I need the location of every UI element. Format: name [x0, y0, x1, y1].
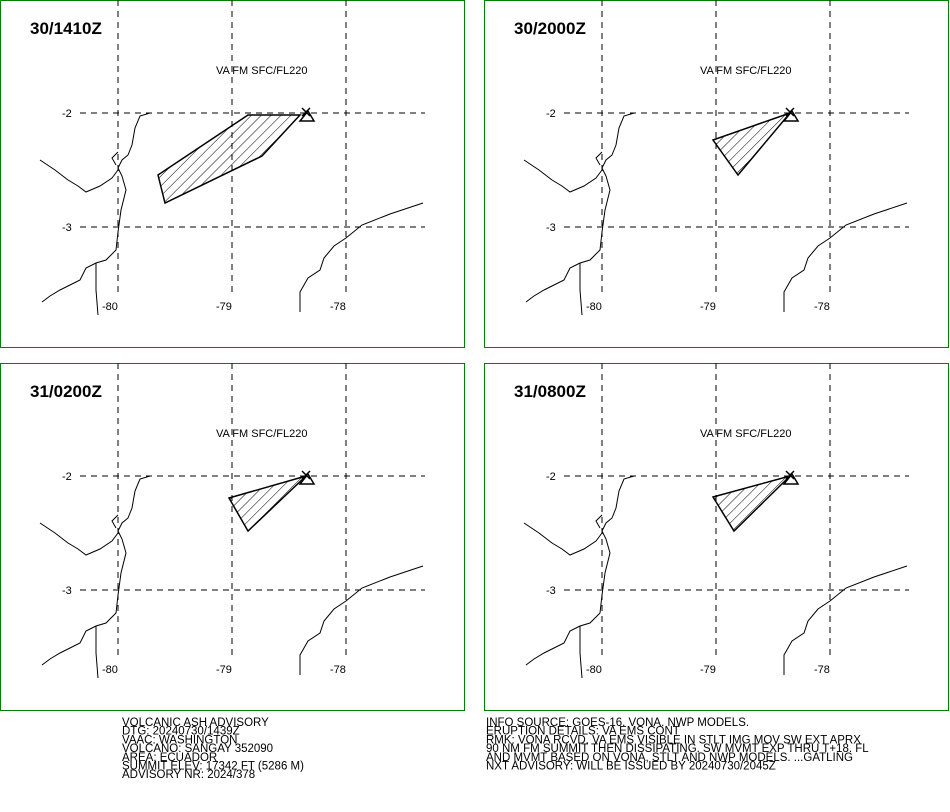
layer-label: VA FM SFC/FL220 — [216, 428, 308, 440]
advisory-line: NXT ADVISORY: WILL BE ISSUED BY 20240730… — [486, 761, 776, 773]
coastline — [525, 475, 635, 666]
advisory-line: VAAC: WASHINGTON — [122, 734, 237, 746]
volcano-marker — [298, 470, 316, 485]
map-panel: 31/0200Z VA FM SFC/FL220 -2 -3 -80 -79 -78 — [0, 363, 465, 711]
volcano-marker — [782, 470, 800, 485]
layer-label: VA FM SFC/FL220 — [216, 65, 308, 77]
ash-plume — [711, 474, 793, 533]
advisory-line: ERUPTION DETAILS: VA EMS CONT — [486, 726, 680, 738]
coastline — [95, 263, 99, 316]
advisory-line: RMK: VONA RCVD. VA EMS VISIBLE IN STLT I… — [486, 734, 861, 746]
ash-plume — [157, 114, 302, 205]
valid-time: 30/2000Z — [514, 19, 586, 38]
lat-label: -2 — [62, 471, 72, 483]
lon-label: -80 — [102, 301, 118, 313]
lon-label: -80 — [586, 301, 602, 313]
panel-border — [0, 0, 465, 348]
coastline — [39, 159, 119, 193]
lon-label: -78 — [330, 664, 346, 676]
advisory-line: DTG: 20240730/1439Z — [122, 726, 240, 738]
advisory-line: AND MVMT BASED ON VONA, STLT AND NWP MOD… — [486, 752, 853, 764]
panel-border — [484, 363, 949, 711]
lon-label: -80 — [586, 664, 602, 676]
map-panel: 31/0800Z VA FM SFC/FL220 -2 -3 -80 -79 -78 — [484, 363, 949, 711]
advisory-line: VOLCANIC ASH ADVISORY — [122, 717, 269, 729]
volcano-marker — [782, 107, 800, 122]
map-panel: 30/2000Z VA FM SFC/FL220 -2 -3 -80 -79 -78 — [484, 0, 949, 348]
lon-label: -79 — [700, 664, 716, 676]
lat-label: -2 — [546, 108, 556, 120]
lon-label: -79 — [700, 301, 716, 313]
lat-label: -3 — [62, 222, 72, 234]
panel-border — [0, 363, 465, 711]
coastline — [111, 151, 119, 166]
volcano-marker — [298, 107, 316, 122]
lon-label: -79 — [216, 301, 232, 313]
coastline — [95, 626, 99, 679]
valid-time: 30/1410Z — [30, 19, 102, 38]
advisory-line: AREA: ECUADOR — [122, 752, 217, 764]
coastline — [523, 522, 603, 556]
lat-label: -2 — [546, 471, 556, 483]
coastline — [595, 514, 603, 529]
lon-label: -78 — [330, 301, 346, 313]
coastline — [41, 475, 151, 666]
lon-label: -78 — [814, 301, 830, 313]
lon-label: -78 — [814, 664, 830, 676]
coastline — [525, 112, 635, 303]
map-panel: 30/1410Z VA FM SFC/FL220 -2 -3 -80 -79 -78 — [0, 0, 465, 348]
advisory-line: VOLCANO: SANGAY 352090 — [122, 743, 273, 755]
coastline — [39, 522, 119, 556]
ash-plume — [711, 111, 793, 177]
coastline — [523, 159, 603, 193]
coastline — [783, 202, 908, 312]
coastline — [299, 202, 424, 312]
lat-label: -3 — [62, 585, 72, 597]
coastline — [579, 263, 583, 316]
advisory-line: ADVISORY NR: 2024/378 — [122, 769, 255, 781]
lon-label: -80 — [102, 664, 118, 676]
lat-label: -3 — [546, 222, 556, 234]
lat-label: -2 — [62, 108, 72, 120]
coastline — [299, 565, 424, 675]
valid-time: 31/0200Z — [30, 382, 102, 401]
layer-label: VA FM SFC/FL220 — [700, 428, 792, 440]
coastline — [579, 626, 583, 679]
ash-plume — [227, 475, 307, 533]
valid-time: 31/0800Z — [514, 382, 586, 401]
advisory-line: 90 NM FM SUMMIT THEN DISSIPATING. SW MVM… — [486, 743, 869, 755]
advisory-line: INFO SOURCE: GOES-16. VONA. NWP MODELS. — [486, 717, 749, 729]
coastline — [595, 151, 603, 166]
coastline — [41, 112, 151, 303]
lon-label: -79 — [216, 664, 232, 676]
lat-label: -3 — [546, 585, 556, 597]
coastline — [783, 565, 908, 675]
coastline — [111, 514, 119, 529]
advisory-line: SUMMIT ELEV: 17342 FT (5286 M) — [122, 761, 304, 773]
layer-label: VA FM SFC/FL220 — [700, 65, 792, 77]
panel-border — [484, 0, 949, 348]
